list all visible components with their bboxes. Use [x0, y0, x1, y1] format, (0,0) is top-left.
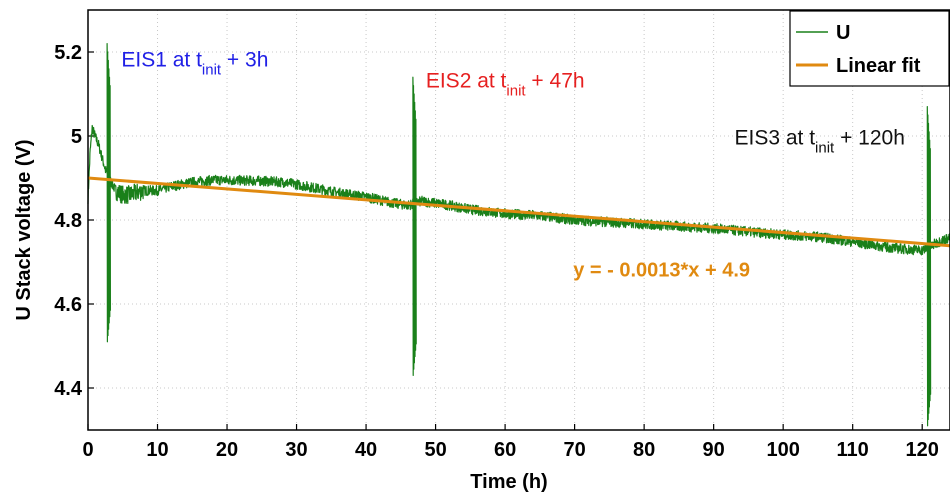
annotation-subscript: init — [202, 62, 222, 79]
x-tick-label: 20 — [216, 439, 238, 461]
legend-entry-linear-fit: Linear fit — [836, 55, 921, 77]
y-tick-label: 4.8 — [54, 210, 82, 232]
annotation-tail: + 3h — [221, 49, 268, 72]
x-axis-ticks: 0 10 20 30 40 50 60 70 80 90 100 110 120 — [82, 424, 939, 461]
x-tick-label: 90 — [703, 439, 725, 461]
x-tick-label: 30 — [285, 439, 307, 461]
annotation-text: EIS3 at t — [735, 126, 816, 149]
legend: U Linear fit — [789, 10, 950, 87]
annotation-text: EIS2 at t — [426, 70, 507, 93]
y-tick-label: 5 — [71, 126, 82, 148]
y-tick-label: 4.6 — [54, 294, 82, 316]
x-tick-label: 110 — [837, 439, 869, 461]
x-tick-label: 60 — [494, 439, 516, 461]
series-layer — [87, 43, 950, 427]
y-tick-label: 4.4 — [54, 378, 83, 400]
y-axis-ticks: 4.4 4.6 4.8 5 5.2 — [54, 42, 94, 400]
x-tick-label: 120 — [906, 439, 939, 461]
x-tick-label: 10 — [146, 439, 168, 461]
annotation-1: EIS1 at tinit + 3h — [121, 49, 268, 79]
y-axis-title: U Stack voltage (V) — [13, 139, 35, 320]
legend-box — [789, 10, 950, 87]
annotation-3: EIS3 at tinit + 120h — [735, 126, 905, 156]
annotation-subscript: init — [815, 139, 835, 156]
x-tick-label: 70 — [563, 439, 585, 461]
x-tick-label: 80 — [633, 439, 655, 461]
x-tick-label: 50 — [424, 439, 446, 461]
series-linear-fit-line — [87, 176, 950, 248]
annotation-subscript: init — [506, 83, 526, 100]
annotation-text: EIS1 at t — [121, 49, 202, 72]
legend-entry-u: U — [836, 22, 850, 44]
y-tick-label: 5.2 — [54, 42, 82, 64]
annotation-tail: + 47h — [526, 70, 585, 93]
x-tick-label: 0 — [82, 439, 93, 461]
plot-frame — [87, 9, 950, 431]
annotation-4: y = - 0.0013*x + 4.9 — [573, 260, 750, 282]
annotation-tail: + 120h — [834, 126, 905, 149]
x-axis-title: Time (h) — [470, 471, 547, 493]
annotation-2: EIS2 at tinit + 47h — [426, 70, 585, 100]
x-tick-label: 40 — [355, 439, 377, 461]
x-tick-label: 100 — [766, 439, 799, 461]
